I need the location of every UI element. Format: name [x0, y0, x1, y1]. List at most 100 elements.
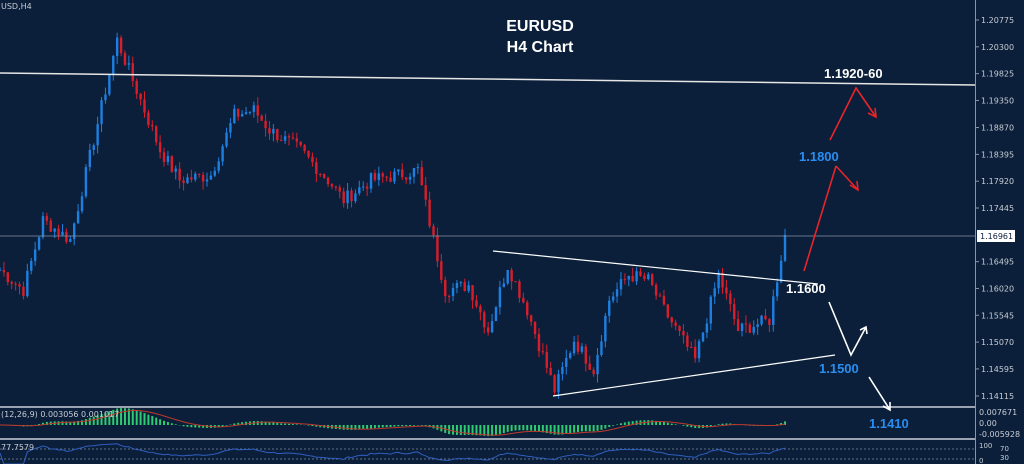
- candle-body: [596, 355, 599, 375]
- candle: [549, 361, 552, 376]
- candle-body: [451, 287, 455, 297]
- candle: [557, 369, 560, 399]
- candle-body: [412, 167, 416, 177]
- candle: [744, 315, 748, 333]
- candle-body: [498, 287, 502, 308]
- candle-body: [268, 128, 271, 134]
- candle: [45, 212, 49, 226]
- candle: [674, 319, 677, 331]
- candle: [26, 263, 29, 298]
- candle-body: [26, 270, 29, 297]
- candle-body: [588, 363, 591, 370]
- candle: [88, 143, 92, 172]
- candle-body: [37, 237, 41, 250]
- candle-body: [237, 108, 240, 117]
- y-tick-label: 1.15545: [981, 311, 1014, 320]
- candle: [436, 227, 439, 268]
- red-arrowhead-icon: [867, 107, 877, 119]
- candle-body: [772, 296, 775, 325]
- candle: [209, 171, 213, 180]
- candle: [627, 275, 630, 287]
- candle: [233, 104, 236, 124]
- candle-body: [428, 199, 431, 227]
- candle: [84, 164, 88, 199]
- candle: [147, 109, 150, 128]
- rsi-line: [0, 443, 786, 464]
- candle: [662, 290, 666, 306]
- candle: [451, 283, 455, 302]
- candle: [217, 157, 220, 174]
- triangle-upper-trendline[interactable]: [492, 250, 819, 285]
- candle-body: [432, 226, 435, 236]
- candle-body: [709, 296, 712, 324]
- candle-body: [151, 125, 154, 127]
- candle: [108, 73, 111, 97]
- candle-body: [2, 269, 6, 273]
- candle-body: [69, 239, 72, 242]
- candle: [670, 316, 673, 328]
- candle: [623, 273, 627, 285]
- chart-subtitle: H4 Chart: [507, 39, 574, 56]
- candle: [428, 191, 431, 229]
- candle: [57, 224, 60, 240]
- candle-body: [678, 325, 681, 331]
- candle: [119, 35, 123, 57]
- candle-body: [170, 156, 174, 172]
- candle-body: [166, 156, 170, 163]
- candle-body: [276, 128, 279, 141]
- candle: [401, 163, 404, 180]
- candle: [315, 157, 318, 182]
- candle-body: [30, 260, 33, 271]
- candle: [307, 150, 310, 159]
- candle: [529, 314, 533, 326]
- candle-body: [713, 288, 716, 297]
- candle: [483, 310, 486, 334]
- candle-body: [537, 334, 541, 352]
- candle: [73, 222, 76, 246]
- candle-body: [459, 281, 463, 283]
- candle-body: [0, 269, 2, 271]
- candle-body: [365, 186, 369, 189]
- candle-body: [701, 332, 705, 342]
- candle-body: [256, 105, 259, 116]
- candle-body: [486, 327, 490, 333]
- candle: [639, 268, 642, 277]
- candle-body: [291, 137, 295, 139]
- candle-body: [190, 177, 193, 180]
- candle: [576, 335, 580, 355]
- candle-body: [33, 249, 37, 261]
- annotation-1410: 1.1410: [869, 416, 909, 431]
- candle: [510, 267, 513, 290]
- candle-body: [182, 180, 185, 184]
- chart-title: EURUSD: [506, 18, 574, 35]
- candle: [334, 185, 338, 191]
- candle-body: [643, 275, 646, 279]
- resistance-line[interactable]: [0, 72, 976, 86]
- triangle-lower-trendline[interactable]: [552, 354, 836, 397]
- candle: [756, 318, 759, 335]
- candle-body: [436, 235, 439, 262]
- candle-body: [209, 175, 213, 180]
- candle: [572, 336, 576, 356]
- candle: [592, 367, 595, 377]
- candle-body: [135, 80, 138, 94]
- candle-body: [260, 115, 263, 121]
- candle: [518, 279, 521, 303]
- candle-body: [22, 286, 25, 297]
- candle-body: [467, 285, 470, 291]
- candle-body: [112, 55, 115, 75]
- candle-body: [760, 315, 763, 325]
- candle-body: [295, 138, 299, 142]
- candle-body: [608, 300, 611, 316]
- red-arrowhead-icon: [849, 180, 859, 192]
- candle-body: [127, 63, 131, 65]
- candle: [479, 304, 482, 321]
- candle: [272, 124, 275, 142]
- candle: [41, 212, 45, 240]
- candle: [190, 169, 193, 183]
- candle: [346, 183, 349, 209]
- candle: [139, 92, 142, 106]
- candle: [381, 171, 384, 183]
- candle-body: [115, 37, 119, 56]
